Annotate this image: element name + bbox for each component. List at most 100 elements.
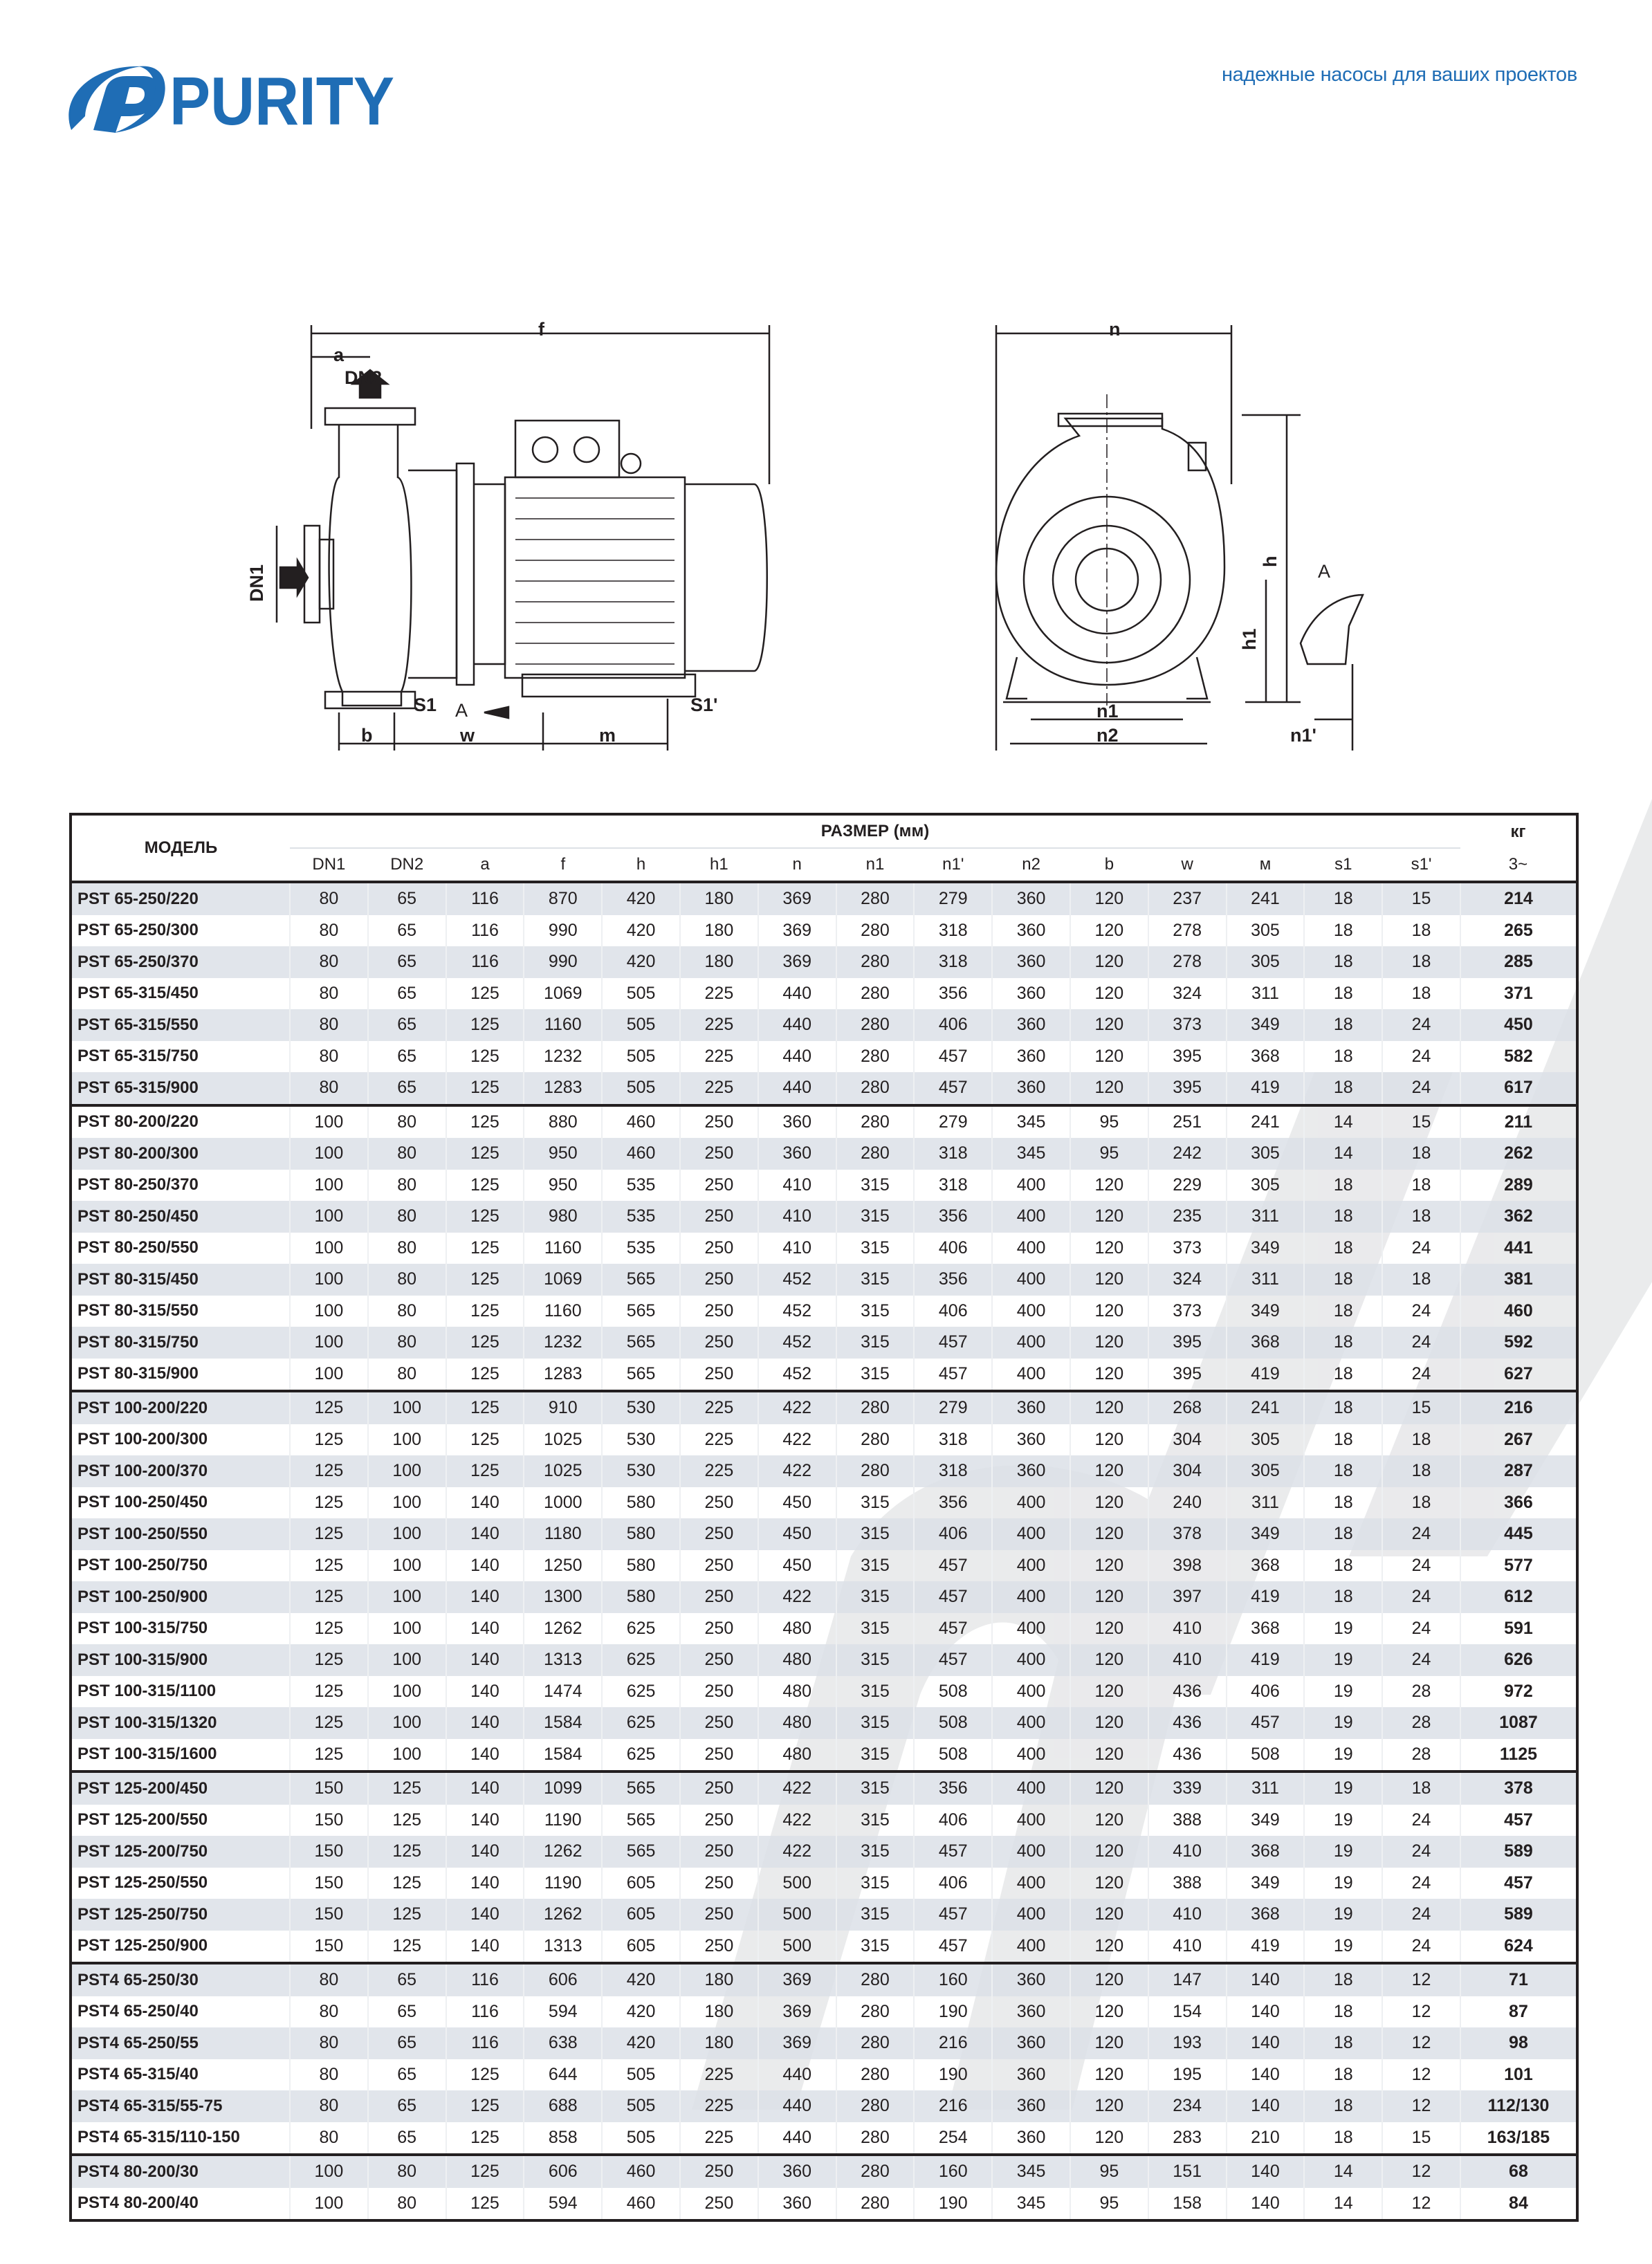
- dimension-cell: 80: [289, 946, 368, 978]
- dimension-cell: 120: [1069, 2059, 1148, 2090]
- weight-cell: 612: [1459, 1581, 1577, 1613]
- dimension-cell: 1262: [523, 1612, 603, 1644]
- model-cell: PST4 65-315/40: [77, 2065, 199, 2084]
- dimension-cell: 225: [679, 1040, 758, 1072]
- dimension-cell: 580: [601, 1549, 680, 1581]
- dimension-cell: 508: [913, 1707, 993, 1739]
- dimension-cell: 565: [601, 1770, 680, 1805]
- dimension-cell: 80: [367, 1295, 446, 1327]
- dimension-cell: 180: [679, 914, 758, 946]
- dimension-cell: 14: [1303, 2153, 1383, 2188]
- weight-cell: 366: [1459, 1487, 1577, 1518]
- dimension-cell: 436: [1147, 1738, 1227, 1771]
- dimension-cell: 120: [1069, 2122, 1148, 2155]
- dimension-cell: 250: [679, 1707, 758, 1739]
- weight-cell: 71: [1459, 1962, 1577, 1996]
- table-row: PST 80-250/450 100 80 125 980 535 250 410 315 356…: [71, 1201, 1577, 1233]
- dimension-cell: 120: [1069, 882, 1148, 915]
- dimension-cell: 360: [991, 882, 1070, 915]
- dimension-cell: 116: [445, 946, 524, 978]
- table-row: PST 100-315/750 125 100 140 1262 625 250 480 315…: [71, 1612, 1577, 1644]
- dimension-cell: 250: [679, 1675, 758, 1707]
- dimension-cell: 24: [1382, 1581, 1460, 1613]
- dimension-cell: 100: [367, 1390, 446, 1424]
- table-row: PST4 65-250/40 80 65 116 594 420 180 369 280 190 3…: [71, 1996, 1577, 2027]
- dimension-cell: 565: [601, 1358, 680, 1391]
- dimension-cell: 100: [367, 1707, 446, 1739]
- model-cell: PST 80-315/450: [71, 1264, 290, 1296]
- dimension-cell: 315: [835, 1770, 915, 1805]
- dimension-cell: 460: [601, 1138, 680, 1170]
- dimension-cell: 406: [913, 1518, 993, 1550]
- dimension-cell: 125: [445, 1169, 524, 1201]
- model-cell: PST 65-315/900: [71, 1072, 290, 1105]
- dimension-cell: 410: [1147, 1899, 1227, 1931]
- table-row: PST 65-250/370 80 65 116 990 420 180 369 280 318 3…: [71, 946, 1577, 978]
- dimension-cell: 14: [1303, 1138, 1383, 1170]
- dimension-cell: 18: [1303, 1424, 1383, 1455]
- logo-swoosh-icon: [68, 66, 142, 130]
- dimension-cell: 315: [835, 1518, 915, 1550]
- dimension-cell: 95: [1069, 1138, 1148, 1170]
- dim-label-h1: h1: [1239, 628, 1260, 650]
- dimension-cell: 378: [1147, 1518, 1227, 1550]
- front-view-drawing: n h h1 A n1 n2 n1': [995, 319, 1364, 751]
- dimension-cell: 140: [445, 1675, 524, 1707]
- dimension-cell: 120: [1069, 1424, 1148, 1455]
- dimension-cell: 480: [757, 1612, 836, 1644]
- dimension-cell: 311: [1225, 1201, 1305, 1233]
- dimension-cell: 280: [835, 946, 915, 978]
- dimension-cell: 440: [757, 1040, 836, 1072]
- dimension-cell: 1584: [523, 1707, 603, 1739]
- dimension-cell: 410: [1147, 1836, 1227, 1868]
- dimension-cell: 120: [1069, 1169, 1148, 1201]
- dimension-cell: 242: [1147, 1138, 1227, 1170]
- dimension-cell: 120: [1069, 1770, 1148, 1805]
- dimension-cell: 100: [289, 1169, 368, 1201]
- dimension-cell: 315: [835, 1358, 915, 1391]
- dimension-cell: 400: [991, 1232, 1070, 1264]
- dimension-cell: 360: [991, 1390, 1070, 1424]
- dimension-cell: 373: [1147, 1009, 1227, 1041]
- model-cell: PST 80-200/220: [71, 1103, 290, 1138]
- table-row: PST4 65-315/110-150 80 65 125 858 505 225 440 28…: [71, 2122, 1577, 2155]
- dimension-cell: 80: [289, 1996, 368, 2027]
- dimension-cell: 360: [991, 1072, 1070, 1105]
- dimension-cell: 14: [1303, 1103, 1383, 1138]
- dimension-cell: 406: [913, 1232, 993, 1264]
- table-row: PST 100-250/750 125 100 140 1250 580 250 450 315…: [71, 1549, 1577, 1581]
- dimension-cell: 14: [1303, 2187, 1383, 2220]
- dimension-cell: 530: [601, 1424, 680, 1455]
- dimension-cell: 369: [757, 914, 836, 946]
- dimension-cell: 440: [757, 977, 836, 1009]
- dimension-cell: 18: [1303, 1518, 1383, 1550]
- dimension-cell: 457: [913, 1581, 993, 1613]
- dimension-cell: 120: [1069, 1201, 1148, 1233]
- column-header-size: РАЗМЕР (мм): [290, 814, 1460, 849]
- dimension-cell: 315: [835, 1738, 915, 1771]
- dimension-cell: 19: [1303, 1899, 1383, 1931]
- dimension-cell: 315: [835, 1232, 915, 1264]
- weight-cell: 1087: [1459, 1707, 1577, 1739]
- dimension-cell: 19: [1303, 1804, 1383, 1836]
- dimension-cell: 80: [367, 1358, 446, 1391]
- model-cell: PST4 80-200/40: [77, 2193, 199, 2213]
- model-cell: PST 100-315/750: [77, 1619, 208, 1638]
- dimension-cell: 508: [913, 1675, 993, 1707]
- dimension-cell: 140: [445, 1738, 524, 1771]
- dimension-cell: 305: [1225, 1455, 1305, 1487]
- dimension-cell: 457: [913, 1899, 993, 1931]
- dimension-cell: 360: [757, 2187, 836, 2220]
- dimension-cell: 140: [445, 1804, 524, 1836]
- dimension-cell: 250: [679, 1264, 758, 1296]
- dimension-cell: 24: [1382, 1040, 1460, 1072]
- dimension-cell: 125: [289, 1390, 368, 1424]
- weight-cell: 617: [1459, 1072, 1577, 1105]
- dimension-cell: 420: [601, 882, 680, 915]
- dimension-cell: 457: [913, 1327, 993, 1359]
- dimension-cell: 422: [757, 1390, 836, 1424]
- dimension-cell: 395: [1147, 1040, 1227, 1072]
- model-cell: PST 80-315/900: [77, 1364, 199, 1383]
- dimension-cell: 19: [1303, 1738, 1383, 1771]
- dimension-cell: 120: [1069, 1390, 1148, 1424]
